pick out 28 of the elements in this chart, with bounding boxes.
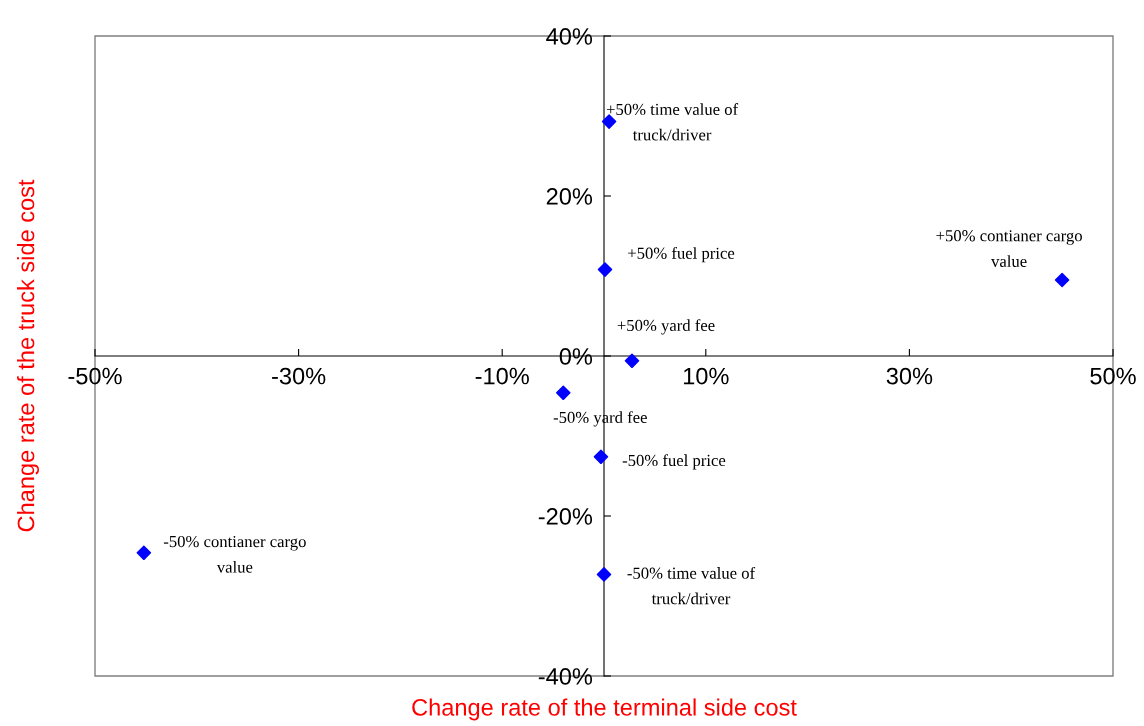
y-axis-title: Change rate of the truck side cost — [17, 179, 40, 532]
point — [597, 262, 613, 277]
point — [596, 567, 612, 582]
x-axis-title: Change rate of the terminal side cost — [412, 698, 797, 721]
y-tick-label: 40% — [546, 28, 593, 45]
x-tick-label: 30% — [886, 367, 933, 385]
point — [593, 449, 609, 465]
point — [136, 545, 152, 561]
x-tick-label: -10% — [475, 367, 529, 385]
x-tick-label: 50% — [1090, 367, 1136, 385]
x-tick-label: -50% — [68, 367, 122, 385]
y-tick-label: -40% — [538, 668, 593, 685]
annotation: -50% fuel price — [622, 454, 726, 470]
y-tick-label: 0% — [559, 348, 593, 365]
point — [624, 353, 640, 369]
point — [555, 385, 571, 401]
x-tick-label: -30% — [272, 367, 326, 385]
y-tick-label: 20% — [546, 188, 593, 205]
annotation: +50% yard fee — [617, 319, 715, 335]
point — [1054, 272, 1070, 288]
annotation: +50% fuel price — [628, 246, 735, 263]
x-tick-label: 10% — [683, 367, 729, 385]
annotation: -50% contianer cargo value — [163, 535, 306, 573]
point — [601, 114, 617, 129]
annotation: -50% time value of truck/driver — [627, 566, 756, 605]
y-tick-label: -20% — [538, 508, 593, 525]
annotation: +50% contianer cargo value — [936, 230, 1082, 267]
annotation: +50% time value of truck/driver — [606, 103, 739, 141]
